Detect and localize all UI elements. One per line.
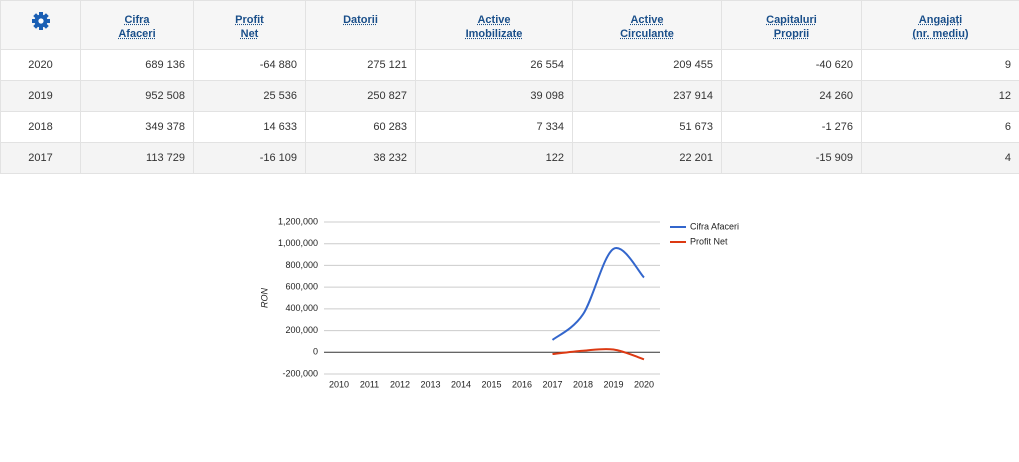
table-cell: 12 [862,81,1019,112]
table-cell: 9 [862,50,1019,81]
header-text: Profit [195,13,304,27]
table-cell: 38 232 [306,143,416,174]
table-cell: 26 554 [416,50,573,81]
x-tick-label: 2017 [542,379,562,389]
table-cell: 237 914 [573,81,722,112]
x-tick-label: 2010 [329,379,349,389]
y-tick-label: 400,000 [285,303,318,313]
header-text: Cifra [82,13,192,27]
line-series [553,248,645,340]
x-tick-label: 2020 [634,379,654,389]
table-cell: -64 880 [194,50,306,81]
x-tick-label: 2018 [573,379,593,389]
header-text: Afaceri [82,27,192,41]
y-tick-label: 600,000 [285,282,318,292]
table-cell: 22 201 [573,143,722,174]
table-cell: 250 827 [306,81,416,112]
legend-label: Cifra Afaceri [690,221,739,231]
header-text: Circulante [574,27,720,41]
header-text: Capitaluri [723,13,860,27]
table-cell: 25 536 [194,81,306,112]
table-cell: 952 508 [81,81,194,112]
column-header[interactable]: Datorii [306,1,416,50]
x-tick-label: 2016 [512,379,532,389]
table-cell: 2018 [1,112,81,143]
y-tick-label: 1,000,000 [278,238,318,248]
table-cell: 349 378 [81,112,194,143]
header-text: Active [574,13,720,27]
header-text: Datorii [307,13,414,27]
x-tick-label: 2012 [390,379,410,389]
table-cell: 275 121 [306,50,416,81]
table-cell: 209 455 [573,50,722,81]
table-cell: 122 [416,143,573,174]
y-axis-label: RON [259,288,269,309]
table-cell: 51 673 [573,112,722,143]
x-tick-label: 2013 [420,379,440,389]
x-tick-label: 2015 [481,379,501,389]
x-tick-label: 2011 [360,379,379,389]
y-tick-label: 0 [313,347,318,357]
y-tick-label: 800,000 [285,260,318,270]
x-tick-label: 2014 [451,379,471,389]
legend-label: Profit Net [690,236,728,246]
y-tick-label: 200,000 [285,325,318,335]
header-text: Net [195,27,304,41]
settings-cell[interactable] [1,1,81,50]
table-cell: -1 276 [722,112,862,143]
header-text: (nr. mediu) [863,27,1018,41]
header-text: Imobilizate [417,27,571,41]
table-cell: -40 620 [722,50,862,81]
x-tick-label: 2019 [603,379,623,389]
column-header[interactable]: Angajați(nr. mediu) [862,1,1019,50]
gear-icon[interactable] [31,11,51,31]
line-series [553,349,645,359]
y-tick-label: 1,200,000 [278,216,318,226]
table-cell: 4 [862,143,1019,174]
table-cell: 2017 [1,143,81,174]
table-cell: -15 909 [722,143,862,174]
table-cell: 6 [862,112,1019,143]
table-cell: 2019 [1,81,81,112]
table-cell: 2020 [1,50,81,81]
table-cell: 689 136 [81,50,194,81]
chart: RON -200,000 0 200,000 400,000 600,000 800,00… [0,174,1019,462]
header-text: Active [417,13,571,27]
table-cell: 14 633 [194,112,306,143]
table-cell: -16 109 [194,143,306,174]
table-cell: 60 283 [306,112,416,143]
table-cell: 7 334 [416,112,573,143]
header-text: Angajați [863,13,1018,27]
table-cell: 24 260 [722,81,862,112]
table-cell: 113 729 [81,143,194,174]
y-tick-label: -200,000 [282,368,318,378]
table-cell: 39 098 [416,81,573,112]
header-text: Proprii [723,27,860,41]
